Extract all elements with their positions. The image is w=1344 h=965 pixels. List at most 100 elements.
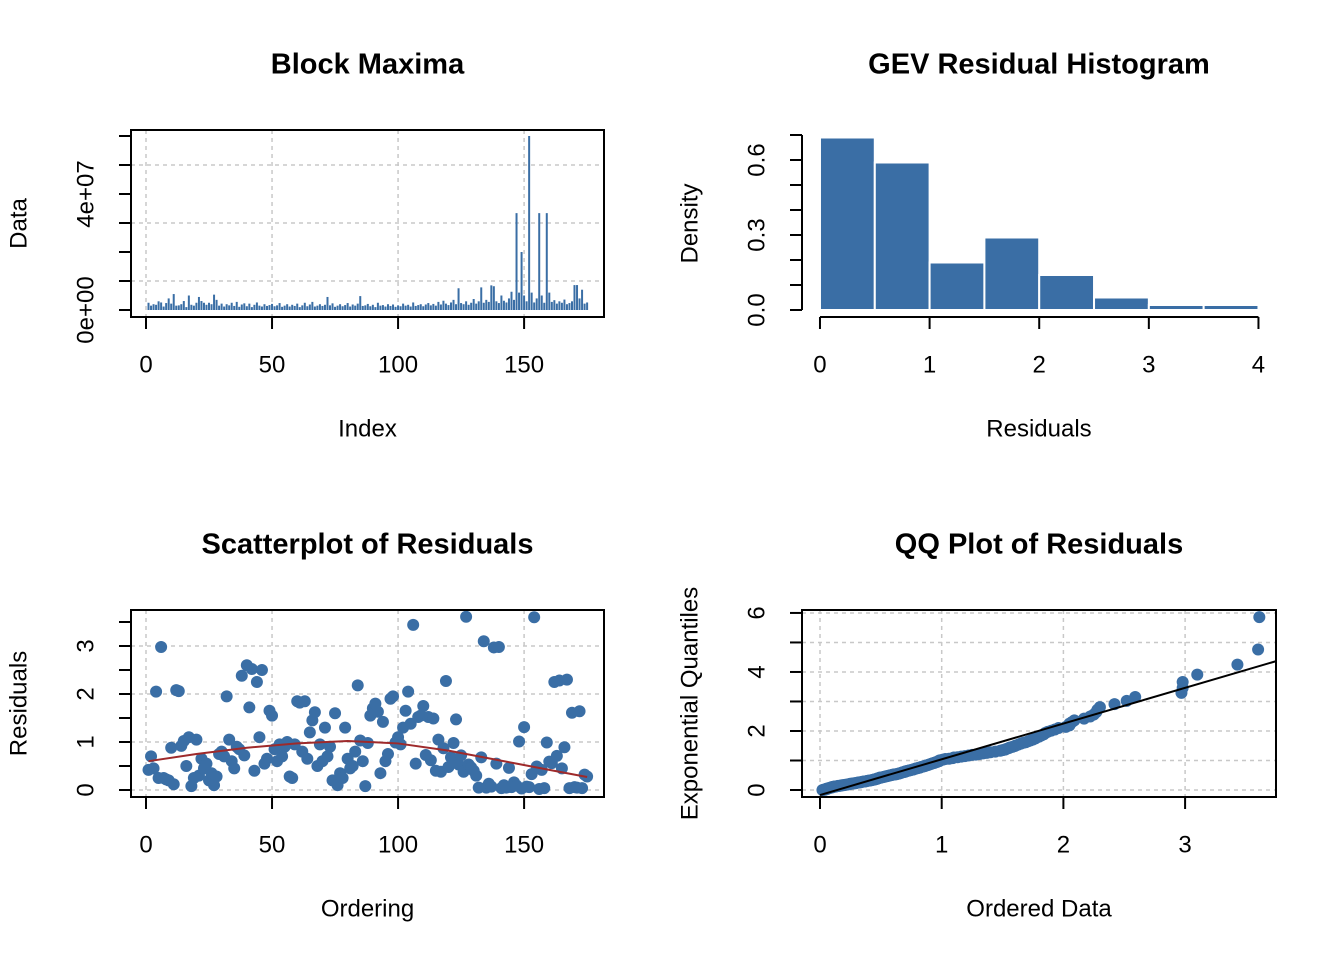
x-tick-label: 0 — [139, 831, 152, 858]
point — [470, 769, 483, 782]
y-axis-title: Exponential Quantiles — [676, 587, 703, 820]
panel: GEV Residual Histogram Residuals Density 0 1… — [676, 49, 1265, 443]
point — [260, 752, 273, 765]
point — [417, 699, 430, 712]
histogram-bar — [928, 261, 986, 311]
point — [540, 736, 553, 749]
y-tick-label: 3 — [72, 639, 99, 652]
y-tick-label: 0.0 — [743, 293, 770, 326]
point — [298, 695, 311, 708]
point — [485, 780, 498, 793]
chart-title: QQ Plot of Residuals — [895, 529, 1183, 561]
point — [200, 757, 213, 770]
point — [523, 781, 536, 794]
point — [502, 761, 515, 774]
point — [402, 685, 415, 698]
x-tick-label: 2 — [1033, 351, 1046, 378]
x-tick-label: 1 — [935, 831, 948, 858]
point — [1176, 676, 1189, 689]
histogram-bar — [1093, 296, 1150, 311]
point — [238, 749, 251, 762]
point — [150, 685, 163, 698]
point — [223, 733, 236, 746]
point — [318, 721, 331, 734]
point — [424, 754, 437, 767]
point — [266, 709, 279, 722]
point — [329, 707, 342, 720]
point — [439, 675, 452, 688]
panel: Block Maxima Index Data 0 50 100 150 0e+00 4e+07 — [5, 49, 605, 442]
point — [447, 736, 460, 749]
panel: Scatterplot of Residuals Ordering Residual… — [5, 529, 605, 922]
plot-area — [818, 136, 1260, 311]
point — [147, 762, 160, 775]
x-tick-label: 100 — [378, 831, 418, 858]
point — [1129, 691, 1142, 704]
point — [492, 640, 505, 653]
chart-title: GEV Residual Histogram — [868, 49, 1210, 81]
y-tick-label: 0.6 — [743, 143, 770, 176]
point — [381, 747, 394, 760]
y-tick-label: 1 — [72, 735, 99, 748]
point — [376, 715, 389, 728]
point — [460, 610, 473, 623]
plot-area — [142, 610, 594, 796]
y-tick-label: 4e+07 — [72, 160, 99, 227]
point — [528, 611, 541, 624]
chart-title: Scatterplot of Residuals — [202, 529, 534, 561]
point — [220, 690, 233, 703]
point — [387, 690, 400, 703]
x-tick-label: 0 — [813, 351, 826, 378]
point — [276, 750, 289, 763]
x-tick-label: 3 — [1178, 831, 1191, 858]
point — [248, 764, 261, 777]
point — [346, 759, 359, 772]
histogram-bar — [1202, 304, 1260, 311]
x-tick-label: 50 — [259, 351, 286, 378]
point — [190, 733, 203, 746]
point — [321, 750, 334, 763]
histogram-bar — [818, 136, 876, 311]
x-tick-label: 3 — [1142, 351, 1155, 378]
point — [228, 762, 241, 775]
point — [250, 675, 263, 688]
x-axis-title: Index — [338, 415, 397, 442]
y-tick-label: 2 — [72, 687, 99, 700]
point — [308, 706, 321, 719]
x-axis-title: Ordering — [321, 895, 414, 922]
point — [573, 705, 586, 718]
point — [255, 663, 268, 676]
point — [1252, 643, 1265, 656]
histogram-bar — [1038, 274, 1096, 311]
point — [243, 701, 256, 714]
point — [313, 738, 326, 751]
point — [210, 770, 223, 783]
point — [407, 618, 420, 631]
point — [558, 741, 571, 754]
point — [324, 740, 337, 753]
point — [518, 721, 531, 734]
point — [253, 731, 266, 744]
plot-area — [816, 611, 1276, 797]
x-axis-title: Ordered Data — [966, 895, 1112, 922]
point — [450, 713, 463, 726]
fit-line — [819, 660, 1276, 796]
point — [286, 771, 299, 784]
chart-title: Block Maxima — [271, 49, 465, 81]
point — [1253, 611, 1266, 624]
y-tick-label: 0.3 — [743, 218, 770, 251]
x-tick-label: 50 — [259, 831, 286, 858]
point — [560, 673, 573, 686]
point — [356, 755, 369, 768]
point — [180, 759, 193, 772]
point — [167, 778, 180, 791]
point — [427, 712, 440, 725]
plot-box — [801, 609, 1277, 798]
point — [399, 704, 412, 717]
x-axis-title: Residuals — [986, 415, 1091, 442]
x-tick-label: 4 — [1252, 351, 1265, 378]
histogram-bar — [1147, 304, 1205, 311]
histogram-bar — [873, 161, 931, 311]
point — [374, 767, 387, 780]
point — [371, 705, 384, 718]
